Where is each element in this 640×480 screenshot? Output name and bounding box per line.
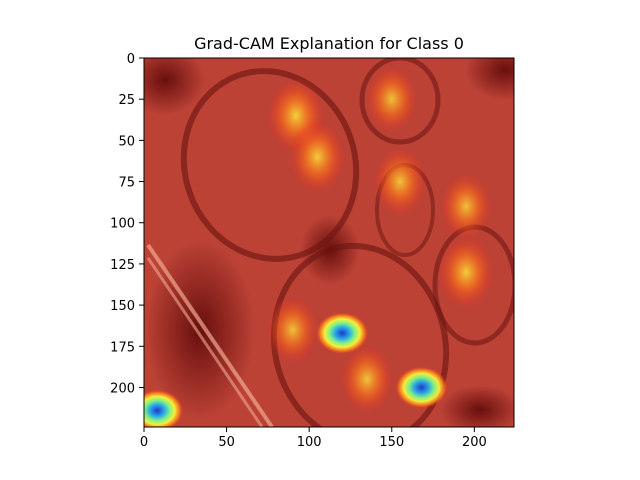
chopstick (146, 243, 274, 427)
y-tick-label: 100 (110, 217, 135, 232)
x-tick-label: 50 (218, 435, 235, 450)
dark-region (440, 385, 514, 427)
hotspot-layer (144, 65, 494, 427)
bowl-outline (359, 58, 441, 145)
x-tick-label: 200 (462, 435, 487, 450)
y-tick-label: 125 (110, 258, 135, 273)
y-tick-label: 150 (110, 299, 135, 314)
dark-region (144, 58, 205, 115)
heatmap-hotspot (440, 172, 492, 240)
chart-title: Grad-CAM Explanation for Class 0 (194, 34, 464, 53)
x-tick-label: 150 (379, 435, 404, 450)
y-tick-label: 200 (110, 381, 135, 396)
x-tick-label: 0 (140, 435, 148, 450)
y-tick-label: 50 (118, 134, 135, 149)
heatmap-hotspot (144, 389, 184, 427)
heatmap-hotspot (316, 312, 369, 354)
heatmap-hotspot (395, 366, 448, 409)
heatmap-hotspot (266, 296, 319, 364)
y-tick-label: 75 (118, 176, 135, 191)
heatmap-hotspot (438, 236, 494, 309)
heatmap-image (144, 58, 514, 427)
heatmap-hotspot (373, 147, 427, 216)
heatmap-hotspot (340, 344, 394, 414)
dark-region (465, 58, 514, 100)
heatmap-hotspot (366, 65, 418, 133)
heatmap-hotspot (289, 120, 346, 193)
y-tick-label: 175 (110, 340, 135, 355)
y-tick-label: 25 (118, 93, 135, 108)
plate-outline (180, 68, 360, 262)
x-tick-label: 100 (297, 435, 322, 450)
axes-frame (143, 57, 515, 428)
chopstick (146, 257, 264, 427)
y-axis: 0 25 50 75 100 125 150 175 200 (110, 52, 144, 396)
y-tick-label: 0 (127, 52, 135, 67)
x-axis: 0 50 100 150 200 (140, 427, 487, 450)
